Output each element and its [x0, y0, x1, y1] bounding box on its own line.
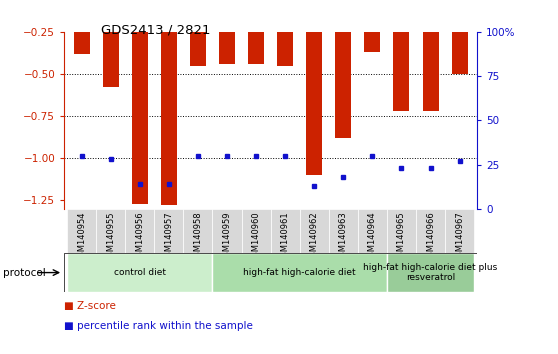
Text: ■ Z-score: ■ Z-score: [64, 301, 116, 311]
Text: GSM140955: GSM140955: [106, 211, 115, 262]
Bar: [103, 32, 119, 87]
Text: GSM140965: GSM140965: [397, 211, 406, 262]
Text: GSM140959: GSM140959: [223, 211, 232, 262]
Bar: [306, 32, 323, 175]
Text: GDS2413 / 2821: GDS2413 / 2821: [102, 23, 211, 36]
Bar: [213, 209, 242, 253]
Bar: [248, 32, 264, 64]
Text: GSM140954: GSM140954: [77, 211, 86, 262]
Bar: [213, 253, 387, 292]
Bar: [416, 209, 445, 253]
Bar: [364, 32, 381, 52]
Text: ■ percentile rank within the sample: ■ percentile rank within the sample: [64, 321, 253, 331]
Bar: [422, 32, 439, 111]
Text: GSM140956: GSM140956: [135, 211, 145, 262]
Text: GSM140964: GSM140964: [368, 211, 377, 262]
Bar: [67, 253, 213, 292]
Bar: [190, 32, 206, 65]
Bar: [277, 32, 293, 65]
Bar: [155, 209, 184, 253]
Bar: [125, 209, 155, 253]
Bar: [445, 209, 474, 253]
Text: GSM140960: GSM140960: [252, 211, 261, 262]
Bar: [451, 32, 468, 74]
Text: control diet: control diet: [114, 268, 166, 277]
Bar: [393, 32, 410, 111]
Bar: [271, 209, 300, 253]
Text: protocol: protocol: [3, 268, 46, 278]
Bar: [74, 32, 90, 54]
Text: GSM140967: GSM140967: [455, 211, 464, 262]
Text: GSM140966: GSM140966: [426, 211, 435, 262]
Bar: [219, 32, 235, 64]
Text: high-fat high-calorie diet: high-fat high-calorie diet: [243, 268, 356, 277]
Bar: [387, 253, 474, 292]
Text: GSM140958: GSM140958: [194, 211, 203, 262]
Text: GSM140957: GSM140957: [165, 211, 174, 262]
Text: GSM140963: GSM140963: [339, 211, 348, 262]
Bar: [300, 209, 329, 253]
Bar: [96, 209, 125, 253]
Bar: [242, 209, 271, 253]
Bar: [335, 32, 352, 138]
Bar: [67, 209, 96, 253]
Text: GSM140962: GSM140962: [310, 211, 319, 262]
Bar: [184, 209, 213, 253]
Bar: [132, 32, 148, 204]
Bar: [161, 32, 177, 205]
Bar: [358, 209, 387, 253]
Text: GSM140961: GSM140961: [281, 211, 290, 262]
Bar: [387, 209, 416, 253]
Bar: [329, 209, 358, 253]
Text: high-fat high-calorie diet plus
resveratrol: high-fat high-calorie diet plus resverat…: [363, 263, 498, 282]
